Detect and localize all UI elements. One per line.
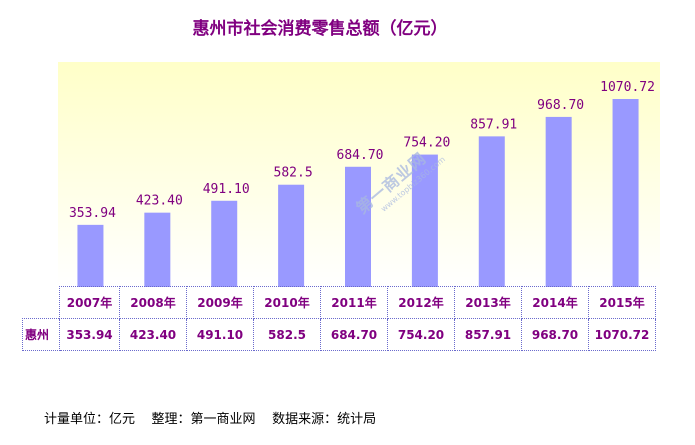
bar-value-label-4: 684.70	[337, 148, 384, 163]
table-value-cell-0: 353.94	[59, 318, 120, 351]
bar-value-label-2: 491.10	[203, 182, 250, 197]
table-header-cell-6: 2013年	[454, 286, 522, 319]
bars-group	[77, 99, 639, 287]
bar-6	[478, 136, 505, 287]
table-header-cell-1: 2008年	[119, 286, 187, 319]
bar-value-label-6: 857.91	[470, 117, 517, 132]
table-value-cell-5: 754.20	[387, 318, 455, 351]
table-header-cell-4: 2011年	[320, 286, 388, 319]
chart-title: 惠州市社会消费零售总额（亿元）	[192, 19, 448, 39]
table-header-cell-5: 2012年	[387, 286, 455, 319]
bar-value-label-5: 754.20	[403, 136, 450, 151]
data-table: 2007年 2008年 2009年 2010年 2011年 2012年 2013年 2014年…	[22, 286, 656, 351]
table-value-cell-8: 1070.72	[588, 318, 656, 351]
bar-5	[411, 154, 438, 287]
source-note: 数据来源：统计局	[272, 412, 377, 427]
bar-value-label-7: 968.70	[537, 98, 584, 113]
table-row: 惠州 353.94 423.40 491.10 582.5 684.70 754.20 85…	[22, 318, 656, 351]
table-value-cell-6: 857.91	[454, 318, 522, 351]
bar-value-label-1: 423.40	[136, 194, 183, 209]
bar-labels-group: 353.94 423.40 491.10 582.5 684.70 754.20 857.9…	[69, 80, 655, 221]
bar-3	[278, 184, 305, 287]
bar-0	[77, 224, 104, 287]
table-value-cell-2: 491.10	[186, 318, 254, 351]
series-name-cell: 惠州	[22, 318, 60, 351]
table-value-cell-7: 968.70	[521, 318, 589, 351]
table-header-cell-7: 2014年	[521, 286, 589, 319]
bar-7	[545, 116, 572, 287]
table-value-cell-1: 423.40	[119, 318, 187, 351]
bar-4	[345, 166, 371, 287]
chart-footer: 计量单位：亿元 整理：第一商业网 数据来源：统计局	[44, 408, 376, 427]
bar-1	[144, 212, 171, 287]
table-header-cell-3: 2010年	[253, 286, 321, 319]
table-header-row: 2007年 2008年 2009年 2010年 2011年 2012年 2013年 2014年…	[23, 286, 656, 319]
bar-2	[211, 200, 238, 287]
table-header-cell-8: 2015年	[588, 286, 656, 319]
bar-value-label-3: 582.5	[274, 166, 313, 181]
bar-value-label-0: 353.94	[69, 206, 116, 221]
compiled-by-note: 整理：第一商业网	[151, 412, 256, 427]
bar-8	[612, 99, 639, 287]
table-corner-cell	[23, 287, 60, 319]
unit-note: 计量单位：亿元	[44, 412, 136, 427]
bar-value-label-8: 1070.72	[600, 80, 655, 95]
table-value-cell-4: 684.70	[320, 318, 388, 351]
table-header-cell-2: 2009年	[186, 286, 254, 319]
table-value-cell-3: 582.5	[253, 318, 321, 351]
table-header-cell-0: 2007年	[59, 286, 120, 319]
